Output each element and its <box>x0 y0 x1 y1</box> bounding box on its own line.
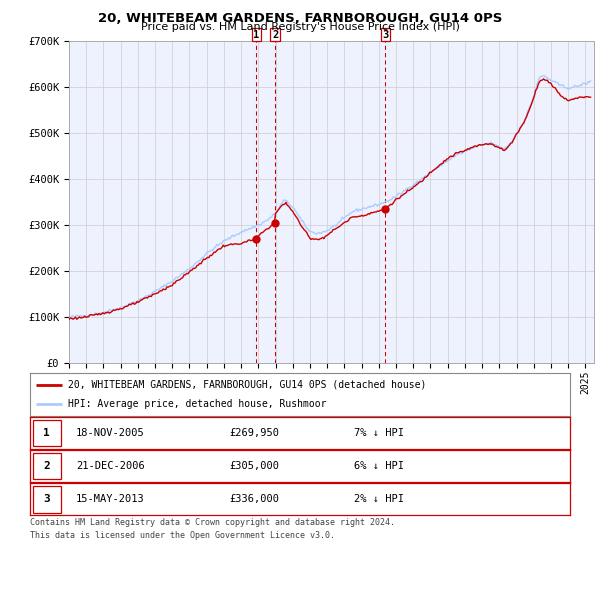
Text: 1: 1 <box>253 30 259 40</box>
Bar <box>33 419 61 447</box>
Text: 20, WHITEBEAM GARDENS, FARNBOROUGH, GU14 0PS (detached house): 20, WHITEBEAM GARDENS, FARNBOROUGH, GU14… <box>68 380 426 390</box>
Text: 6% ↓ HPI: 6% ↓ HPI <box>354 461 404 471</box>
Bar <box>33 453 61 480</box>
Text: 20, WHITEBEAM GARDENS, FARNBOROUGH, GU14 0PS: 20, WHITEBEAM GARDENS, FARNBOROUGH, GU14… <box>98 12 502 25</box>
Text: 3: 3 <box>43 494 50 504</box>
Text: £269,950: £269,950 <box>230 428 280 438</box>
Text: 1: 1 <box>43 428 50 438</box>
Text: Price paid vs. HM Land Registry's House Price Index (HPI): Price paid vs. HM Land Registry's House … <box>140 22 460 32</box>
Text: 21-DEC-2006: 21-DEC-2006 <box>76 461 145 471</box>
Text: £305,000: £305,000 <box>230 461 280 471</box>
Text: 2: 2 <box>43 461 50 471</box>
Text: 3: 3 <box>382 30 388 40</box>
Text: 18-NOV-2005: 18-NOV-2005 <box>76 428 145 438</box>
Text: 2% ↓ HPI: 2% ↓ HPI <box>354 494 404 504</box>
Text: HPI: Average price, detached house, Rushmoor: HPI: Average price, detached house, Rush… <box>68 399 326 409</box>
Text: 2: 2 <box>272 30 278 40</box>
Text: This data is licensed under the Open Government Licence v3.0.: This data is licensed under the Open Gov… <box>30 531 335 540</box>
Text: Contains HM Land Registry data © Crown copyright and database right 2024.: Contains HM Land Registry data © Crown c… <box>30 518 395 527</box>
Text: 7% ↓ HPI: 7% ↓ HPI <box>354 428 404 438</box>
Text: 15-MAY-2013: 15-MAY-2013 <box>76 494 145 504</box>
Bar <box>33 486 61 513</box>
Text: £336,000: £336,000 <box>230 494 280 504</box>
